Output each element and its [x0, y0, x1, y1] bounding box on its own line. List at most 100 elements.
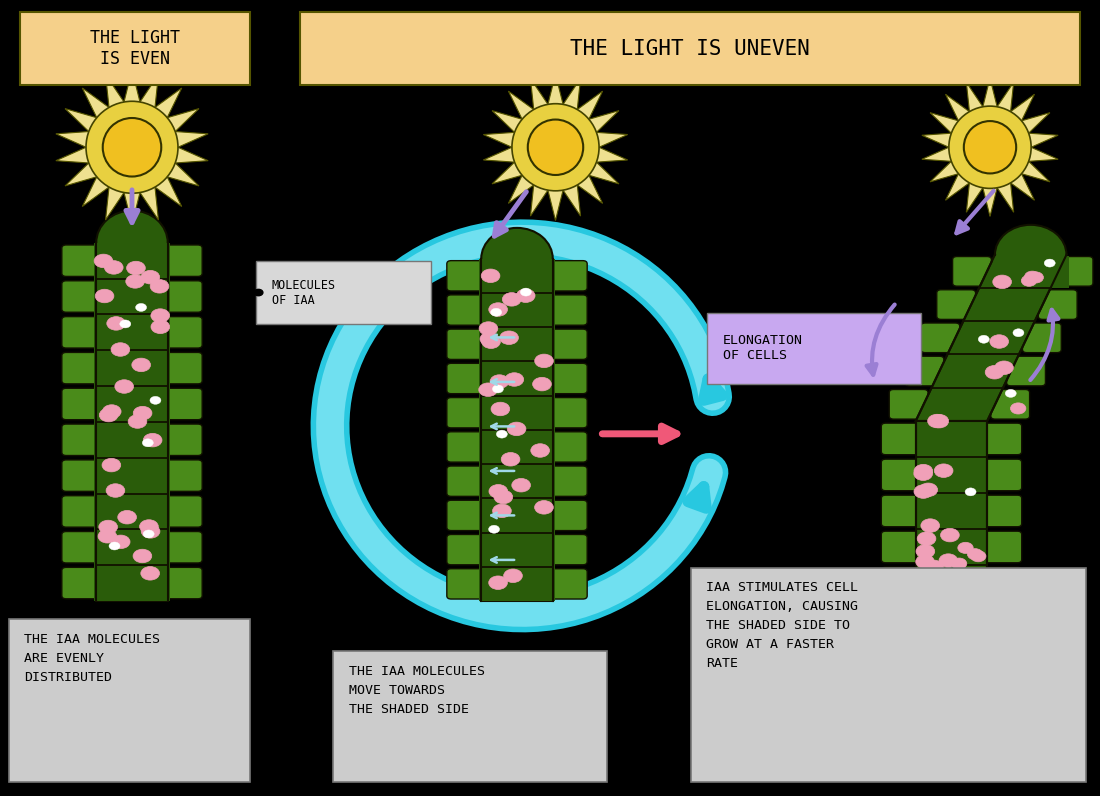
FancyBboxPatch shape — [62, 568, 100, 599]
Circle shape — [135, 303, 146, 311]
Circle shape — [505, 373, 524, 386]
Circle shape — [481, 269, 499, 283]
Circle shape — [970, 551, 986, 562]
Circle shape — [532, 377, 551, 391]
Circle shape — [934, 464, 953, 478]
FancyBboxPatch shape — [62, 424, 100, 455]
Circle shape — [1005, 389, 1016, 397]
Circle shape — [120, 320, 131, 328]
Circle shape — [927, 414, 946, 427]
Circle shape — [499, 331, 518, 345]
Circle shape — [958, 542, 974, 553]
FancyBboxPatch shape — [256, 261, 431, 324]
Circle shape — [914, 485, 933, 498]
Circle shape — [986, 365, 1004, 379]
FancyBboxPatch shape — [548, 534, 587, 565]
Polygon shape — [56, 70, 208, 224]
Circle shape — [1011, 403, 1026, 414]
Text: IAA STIMULATES CELL
ELONGATION, CAUSING
THE SHADED SIDE TO
GROW AT A FASTER
RATE: IAA STIMULATES CELL ELONGATION, CAUSING … — [706, 581, 858, 670]
FancyBboxPatch shape — [953, 256, 991, 286]
Text: THE LIGHT
IS EVEN: THE LIGHT IS EVEN — [90, 29, 179, 68]
Circle shape — [99, 521, 118, 534]
Polygon shape — [483, 74, 628, 220]
Text: THE IAA MOLECULES
MOVE TOWARDS
THE SHADED SIDE: THE IAA MOLECULES MOVE TOWARDS THE SHADE… — [349, 665, 485, 716]
FancyBboxPatch shape — [163, 568, 202, 599]
Circle shape — [118, 510, 136, 524]
Circle shape — [133, 549, 152, 563]
FancyBboxPatch shape — [881, 459, 920, 490]
FancyBboxPatch shape — [333, 651, 607, 782]
Circle shape — [143, 530, 154, 538]
Circle shape — [939, 554, 958, 568]
FancyBboxPatch shape — [447, 397, 486, 428]
FancyBboxPatch shape — [691, 568, 1086, 782]
Circle shape — [914, 464, 933, 478]
Circle shape — [491, 402, 509, 416]
Circle shape — [1024, 271, 1040, 283]
Circle shape — [967, 548, 982, 560]
FancyBboxPatch shape — [447, 260, 486, 291]
Polygon shape — [922, 78, 1058, 217]
Circle shape — [502, 452, 520, 466]
Circle shape — [141, 525, 160, 538]
FancyBboxPatch shape — [163, 353, 202, 384]
Circle shape — [930, 415, 948, 428]
Circle shape — [916, 544, 935, 558]
Circle shape — [111, 535, 130, 548]
FancyBboxPatch shape — [163, 460, 202, 491]
Circle shape — [1044, 259, 1055, 267]
FancyBboxPatch shape — [548, 431, 587, 462]
Circle shape — [918, 483, 937, 497]
Circle shape — [493, 385, 504, 393]
FancyBboxPatch shape — [1006, 357, 1045, 386]
Circle shape — [111, 343, 130, 357]
FancyBboxPatch shape — [1054, 256, 1093, 286]
Circle shape — [917, 532, 936, 545]
Circle shape — [927, 566, 946, 579]
Circle shape — [965, 488, 976, 496]
FancyBboxPatch shape — [548, 329, 587, 360]
Circle shape — [141, 271, 160, 284]
Circle shape — [491, 375, 509, 388]
Circle shape — [535, 354, 553, 368]
FancyBboxPatch shape — [905, 357, 944, 386]
FancyBboxPatch shape — [62, 496, 100, 527]
Circle shape — [921, 519, 939, 533]
Circle shape — [114, 380, 133, 393]
FancyBboxPatch shape — [163, 245, 202, 276]
Circle shape — [940, 529, 959, 542]
FancyBboxPatch shape — [62, 353, 100, 384]
FancyBboxPatch shape — [889, 389, 928, 419]
Ellipse shape — [102, 118, 162, 177]
Circle shape — [952, 558, 967, 569]
Circle shape — [98, 529, 117, 543]
Circle shape — [141, 567, 160, 580]
Circle shape — [151, 309, 169, 322]
Circle shape — [491, 308, 502, 316]
Bar — [97, 243, 167, 601]
FancyBboxPatch shape — [707, 313, 921, 384]
FancyBboxPatch shape — [548, 260, 587, 291]
Circle shape — [531, 443, 550, 457]
FancyBboxPatch shape — [983, 495, 1022, 527]
FancyBboxPatch shape — [447, 534, 486, 565]
FancyBboxPatch shape — [548, 500, 587, 531]
Circle shape — [107, 317, 125, 330]
FancyBboxPatch shape — [881, 531, 920, 563]
Circle shape — [95, 254, 113, 267]
FancyBboxPatch shape — [548, 363, 587, 394]
FancyBboxPatch shape — [300, 12, 1080, 85]
Circle shape — [504, 569, 522, 583]
FancyBboxPatch shape — [62, 317, 100, 348]
FancyBboxPatch shape — [983, 423, 1022, 455]
Circle shape — [915, 555, 934, 568]
FancyBboxPatch shape — [447, 329, 486, 360]
Circle shape — [102, 404, 121, 418]
Ellipse shape — [97, 211, 167, 275]
FancyBboxPatch shape — [447, 363, 486, 394]
FancyBboxPatch shape — [20, 12, 250, 85]
Text: THE LIGHT IS UNEVEN: THE LIGHT IS UNEVEN — [570, 38, 811, 59]
Polygon shape — [915, 255, 1066, 421]
Ellipse shape — [528, 119, 583, 175]
Circle shape — [478, 383, 497, 396]
